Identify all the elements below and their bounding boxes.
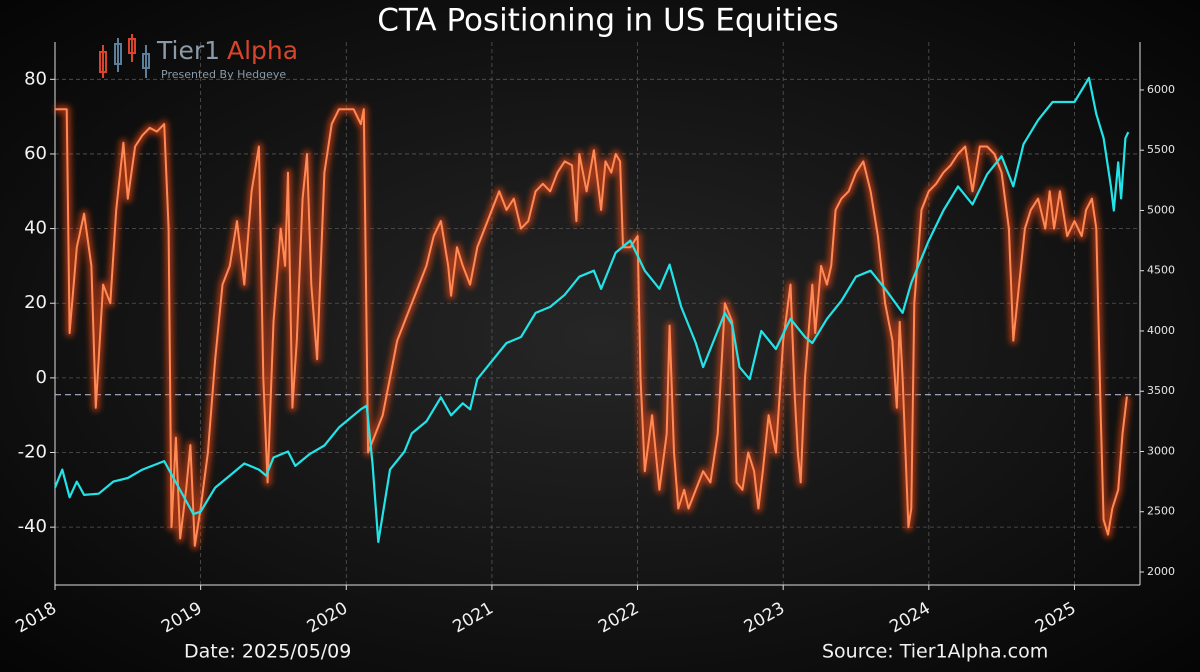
y-tick-label: 0 bbox=[36, 367, 47, 388]
line bbox=[55, 108, 1128, 547]
logo-icon bbox=[114, 43, 122, 65]
logo-icon bbox=[142, 53, 150, 69]
y-tick-label: -40 bbox=[18, 516, 47, 537]
y2-tick-label: 4000 bbox=[1147, 324, 1175, 337]
y2-tick-label: 2500 bbox=[1147, 505, 1175, 518]
y-tick-label: -20 bbox=[18, 442, 47, 463]
y-tick-label: 20 bbox=[24, 292, 47, 313]
logo-icon bbox=[128, 38, 136, 54]
y-tick-label: 80 bbox=[24, 68, 47, 89]
y2-tick-label: 3500 bbox=[1147, 384, 1175, 397]
logo: Tier1 Alpha Presented By Hedgeye bbox=[99, 34, 298, 81]
logo-accent: Alpha bbox=[227, 36, 298, 65]
y-tick-label: 60 bbox=[24, 143, 47, 164]
y2-tick-label: 5500 bbox=[1147, 143, 1175, 156]
y2-tick-label: 2000 bbox=[1147, 565, 1175, 578]
y-tick-label: 40 bbox=[24, 218, 47, 239]
footer-date: Date: 2025/05/09 bbox=[184, 641, 351, 663]
line bbox=[53, 76, 1130, 543]
logo-tagline: Presented By Hedgeye bbox=[161, 68, 286, 81]
y2-tick-label: 5000 bbox=[1147, 203, 1175, 216]
footer-source: Source: Tier1Alpha.com bbox=[822, 641, 1048, 663]
y2-tick-label: 6000 bbox=[1147, 83, 1175, 96]
logo-brand: Tier1 bbox=[156, 36, 220, 65]
y2-tick-label: 3000 bbox=[1147, 444, 1175, 457]
chart-title: CTA Positioning in US Equities bbox=[377, 3, 839, 39]
y2-tick-label: 4500 bbox=[1147, 264, 1175, 277]
logo-icon bbox=[99, 51, 107, 73]
